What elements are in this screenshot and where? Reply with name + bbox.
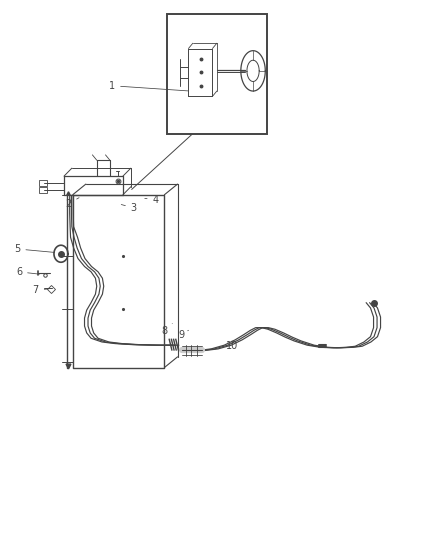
Bar (39, 180, 47, 186)
Text: 8: 8 (161, 324, 172, 336)
Bar (39, 187, 47, 193)
Text: 10: 10 (226, 341, 238, 351)
Text: 3: 3 (121, 203, 137, 213)
Bar (166, 14, 267, 134)
Text: 7: 7 (32, 285, 48, 295)
Text: 4: 4 (145, 195, 159, 205)
Text: 2: 2 (65, 198, 79, 209)
Text: 6: 6 (16, 267, 39, 277)
Text: 9: 9 (179, 329, 188, 340)
Text: 1: 1 (109, 81, 188, 91)
Text: 5: 5 (14, 244, 55, 254)
